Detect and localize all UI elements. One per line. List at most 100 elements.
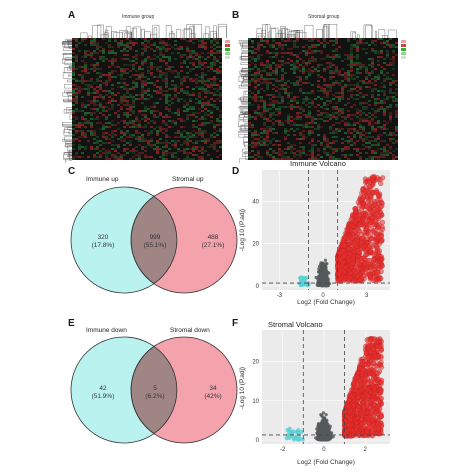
heatmap-cell bbox=[272, 38, 275, 40]
heatmap-cell bbox=[96, 118, 99, 120]
heatmap-cell bbox=[84, 136, 87, 138]
heatmap-cell bbox=[368, 112, 371, 114]
heatmap-cell bbox=[108, 52, 111, 54]
heatmap-cell bbox=[93, 104, 96, 106]
dendrogram-branch bbox=[66, 67, 72, 71]
heatmap-cell bbox=[302, 60, 305, 62]
heatmap-cell bbox=[72, 100, 75, 102]
heatmap-cell bbox=[383, 90, 386, 92]
heatmap-cell bbox=[165, 76, 168, 78]
heatmap-cell bbox=[386, 42, 389, 44]
heatmap-cell bbox=[72, 94, 75, 96]
heatmap-cell bbox=[93, 68, 96, 70]
heatmap-cell bbox=[210, 46, 213, 48]
heatmap-cell bbox=[90, 42, 93, 44]
heatmap-cell bbox=[356, 98, 359, 100]
heatmap-cell bbox=[159, 98, 162, 100]
heatmap-cell bbox=[278, 52, 281, 54]
heatmap-cell bbox=[392, 150, 395, 152]
heatmap-cell bbox=[180, 144, 183, 146]
heatmap-cell bbox=[281, 122, 284, 124]
heatmap-cell bbox=[183, 76, 186, 78]
heatmap-cell bbox=[219, 154, 222, 156]
heatmap-cell bbox=[99, 86, 102, 88]
heatmap-cell bbox=[278, 64, 281, 66]
heatmap-cell bbox=[177, 46, 180, 48]
heatmap-cell bbox=[248, 118, 251, 120]
heatmap-cell bbox=[153, 128, 156, 130]
heatmap-cell bbox=[111, 156, 114, 158]
heatmap-cell bbox=[96, 48, 99, 50]
heatmap-cell bbox=[210, 136, 213, 138]
heatmap-cell bbox=[257, 114, 260, 116]
dendrogram-branch bbox=[322, 26, 329, 38]
heatmap-cell bbox=[84, 64, 87, 66]
heatmap-cell bbox=[353, 74, 356, 76]
heatmap-cell bbox=[75, 46, 78, 48]
heatmap-cell bbox=[263, 64, 266, 66]
venn-e-left-value: 42 (51.9%) bbox=[88, 385, 118, 401]
dendrogram-branch bbox=[92, 25, 102, 38]
dendrogram-branch bbox=[113, 32, 123, 38]
point-down bbox=[291, 437, 297, 442]
heatmap-cell bbox=[192, 52, 195, 54]
heatmap-cell bbox=[356, 82, 359, 84]
heatmap-cell bbox=[93, 108, 96, 110]
heatmap-cell bbox=[335, 102, 338, 104]
heatmap-cell bbox=[371, 66, 374, 68]
heatmap-cell bbox=[144, 108, 147, 110]
heatmap-cell bbox=[111, 52, 114, 54]
point-down bbox=[300, 437, 305, 442]
heatmap-cell bbox=[162, 44, 165, 46]
heatmap-cell bbox=[395, 110, 398, 112]
heatmap-cell bbox=[281, 156, 284, 158]
heatmap-cell bbox=[213, 100, 216, 102]
heatmap-b bbox=[238, 24, 406, 163]
heatmap-cell bbox=[177, 112, 180, 114]
heatmap-cell bbox=[323, 140, 326, 142]
heatmap-cell bbox=[338, 98, 341, 100]
heatmap-cell bbox=[359, 104, 362, 106]
heatmap-cell bbox=[174, 96, 177, 98]
heatmap-cell bbox=[150, 138, 153, 140]
dendrogram-branch bbox=[65, 158, 72, 163]
heatmap-cell bbox=[153, 42, 156, 44]
heatmap-cell bbox=[216, 106, 219, 108]
heatmap-cell bbox=[72, 88, 75, 90]
heatmap-cell bbox=[353, 136, 356, 138]
heatmap-cell bbox=[111, 144, 114, 146]
heatmap-cell bbox=[347, 142, 350, 144]
heatmap-cell bbox=[362, 126, 365, 128]
heatmap-cell bbox=[156, 110, 159, 112]
heatmap-cell bbox=[314, 144, 317, 146]
heatmap-cell bbox=[362, 134, 365, 136]
heatmap-cell bbox=[165, 48, 168, 50]
heatmap-cell bbox=[269, 108, 272, 110]
heatmap-cell bbox=[353, 62, 356, 64]
heatmap-cell bbox=[135, 58, 138, 60]
heatmap-cell bbox=[126, 136, 129, 138]
heatmap-cell bbox=[132, 86, 135, 88]
heatmap-cell bbox=[126, 58, 129, 60]
heatmap-cell bbox=[257, 100, 260, 102]
heatmap-cell bbox=[275, 152, 278, 154]
heatmap-cell bbox=[284, 148, 287, 150]
heatmap-cell bbox=[308, 102, 311, 104]
heatmap-cell bbox=[284, 72, 287, 74]
heatmap-cell bbox=[93, 132, 96, 134]
heatmap-cell bbox=[383, 154, 386, 156]
heatmap-cell bbox=[266, 86, 269, 88]
heatmap-cell bbox=[78, 86, 81, 88]
heatmap-cell bbox=[263, 100, 266, 102]
heatmap-cell bbox=[335, 132, 338, 134]
heatmap-cell bbox=[207, 102, 210, 104]
heatmap-cell bbox=[126, 90, 129, 92]
heatmap-cell bbox=[362, 148, 365, 150]
heatmap-cell bbox=[269, 148, 272, 150]
heatmap-cell bbox=[344, 122, 347, 124]
venn-c-right-pct: (27.1%) bbox=[201, 242, 225, 249]
legend-swatch bbox=[225, 56, 230, 59]
heatmap-cell bbox=[120, 68, 123, 70]
heatmap-cell bbox=[356, 110, 359, 112]
heatmap-cell bbox=[350, 70, 353, 72]
